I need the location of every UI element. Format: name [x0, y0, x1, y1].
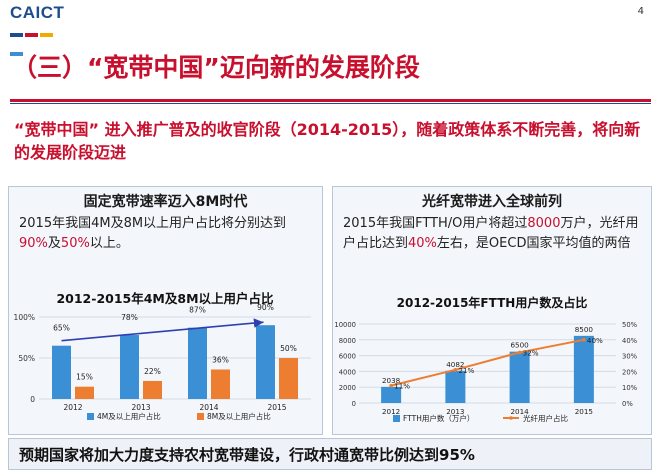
slide-title: （三）“宽带中国”迈向新的发展阶段 — [12, 53, 420, 82]
bar-8m — [75, 386, 94, 399]
bar-4m — [120, 335, 139, 399]
x-tick-label: 2013 — [131, 403, 150, 412]
logo-stripe-segment — [10, 33, 23, 37]
speed-panel-title: 固定宽带速率迈入8M时代 — [83, 194, 248, 210]
bar-4m — [52, 345, 71, 399]
data-label-8m: 36% — [212, 355, 229, 364]
ftth-users-chart: 2012-2015年FTTH用户数及占比 0 2000 4000 6000 8000 100… — [334, 295, 638, 423]
data-label-fiber-share: 11% — [394, 382, 410, 391]
point-fiber-share — [389, 383, 393, 388]
data-label-4m: 78% — [121, 313, 138, 322]
data-label-8m: 50% — [280, 344, 297, 353]
data-label-ftth-users: 4082 — [446, 360, 464, 369]
x-tick-label: 2014 — [510, 407, 529, 416]
ftth-panel-text: 2015年我国FTTH/O用户将超过8000万户，光纤用户占比达到40%左右，是… — [343, 214, 643, 254]
logo-stripe-segment — [10, 52, 23, 56]
legend-swatch-ftth — [393, 415, 400, 422]
data-label-ftth-users: 2038 — [382, 376, 401, 385]
title-divider — [10, 99, 651, 102]
bar-ftth-users — [445, 370, 466, 403]
legend-label-4m: 4M及以上用户占比 — [97, 411, 161, 421]
line-fiber-share — [390, 338, 585, 387]
footer-text: 预期国家将加大力度支持农村宽带建设，行政村通宽带比例达到95% — [19, 446, 475, 464]
logo-stripe-segment — [40, 33, 53, 37]
point-fiber-share — [582, 338, 586, 342]
y2-tick-label: 10% — [622, 384, 638, 392]
y2-tick-label: 0% — [622, 400, 633, 408]
x-tick-label: 2015 — [267, 403, 286, 412]
y-tick-label: 6000 — [339, 353, 356, 361]
x-tick-label: 2013 — [446, 407, 464, 416]
bar-8m — [143, 380, 162, 399]
point-fiber-share — [517, 350, 522, 355]
bar-ftth-users — [381, 386, 402, 403]
y-tick-label: 100% — [14, 313, 35, 322]
speed-text-part: 及 — [47, 236, 61, 251]
legend-label-ftth: FTTH用户数（万户） — [403, 413, 474, 423]
x-tick-label: 2015 — [575, 407, 593, 416]
y-tick-label: 2000 — [339, 384, 356, 392]
y-tick-label: 0 — [30, 395, 35, 404]
data-label-fiber-share: 21% — [458, 366, 474, 375]
logo-stripe — [10, 22, 68, 56]
bar-4m — [188, 327, 207, 399]
bar-8m — [211, 369, 230, 399]
data-label-ftth-users: 6500 — [510, 341, 529, 350]
ftth-text-highlight: 40% — [408, 236, 437, 251]
speed-text-highlight: 90% — [19, 236, 48, 251]
x-tick-label: 2012 — [63, 403, 82, 412]
y2-tick-label: 20% — [622, 368, 638, 376]
ftth-text-part: 2015年我国FTTH/O用户将超过 — [343, 216, 528, 231]
ftth-panel: 光纤宽带进入全球前列 2015年我国FTTH/O用户将超过8000万户，光纤用户… — [332, 186, 652, 435]
legend-swatch-4m — [87, 413, 94, 420]
y-tick-label: 8000 — [339, 337, 356, 345]
speed-panel: 固定宽带速率迈入8M时代 2015年我国4M及8M以上用户占比将分别达到90%及… — [8, 186, 323, 435]
data-label-fiber-share: 40% — [587, 336, 603, 345]
speed-share-chart: 2012-2015年4M及8M以上用户占比 0 50% 100% 65% 15% 2012 7… — [14, 291, 311, 421]
x-tick-label: 2012 — [382, 407, 400, 416]
speed-text-highlight: 50% — [60, 236, 90, 251]
data-label-4m: 65% — [53, 324, 70, 333]
x-tick-label: 2014 — [199, 403, 218, 412]
legend-label-8m: 8M及以上用户占比 — [207, 411, 271, 421]
trend-arrow — [61, 318, 264, 342]
legend-marker-fiber — [509, 416, 513, 420]
chart-title: 2012-2015年FTTH用户数及占比 — [397, 295, 588, 310]
speed-text-part: 以上。 — [89, 236, 129, 251]
ftth-panel-title: 光纤宽带进入全球前列 — [422, 194, 562, 210]
bar-ftth-users — [573, 335, 594, 403]
y2-tick-label: 40% — [622, 337, 638, 345]
data-label-8m: 15% — [76, 373, 93, 382]
speed-panel-text: 2015年我国4M及8M以上用户占比将分别达到 90%及50%以上。 — [19, 214, 314, 254]
y-tick-label: 50% — [18, 354, 35, 363]
y-tick-label: 10000 — [334, 321, 356, 329]
caict-logo: CAICT — [10, 3, 65, 22]
y-tick-label: 4000 — [339, 368, 356, 376]
slide-subtitle: “宽带中国” 进入推广普及的收官阶段（2014-2015），随着政策体系不断完善… — [14, 120, 641, 162]
title-divider-thin — [10, 103, 651, 104]
bar-8m — [279, 358, 298, 399]
footer-note: 预期国家将加大力度支持农村宽带建设，行政村通宽带比例达到95% — [8, 438, 652, 470]
bar-4m — [256, 325, 275, 399]
legend-label-fiber: 光纤用户占比 — [523, 413, 568, 423]
data-label-8m: 22% — [144, 367, 161, 376]
data-label-fiber-share: 32% — [523, 348, 539, 357]
legend-swatch-8m — [197, 413, 204, 420]
data-label-ftth-users: 8500 — [575, 325, 594, 334]
logo-stripe-segment — [25, 33, 38, 37]
ftth-text-part: 万户，光纤用户占比达到 — [343, 216, 639, 251]
speed-text-part: 2015年我国4M及8M以上用户占比将分别达到 — [19, 216, 287, 231]
y2-tick-label: 50% — [622, 321, 638, 329]
ftth-text-part: 左右，是OECD国家平均值的两倍 — [436, 236, 631, 251]
data-label-4m: 90% — [257, 303, 274, 312]
bar-ftth-users — [509, 351, 530, 403]
y2-tick-label: 30% — [622, 353, 638, 361]
point-fiber-share — [453, 368, 458, 372]
data-label-4m: 87% — [189, 306, 206, 315]
y-tick-label: 0 — [352, 400, 356, 408]
ftth-text-highlight: 8000 — [527, 216, 561, 231]
chart-title: 2012-2015年4M及8M以上用户占比 — [56, 291, 274, 306]
page-number: 4 — [637, 6, 644, 17]
